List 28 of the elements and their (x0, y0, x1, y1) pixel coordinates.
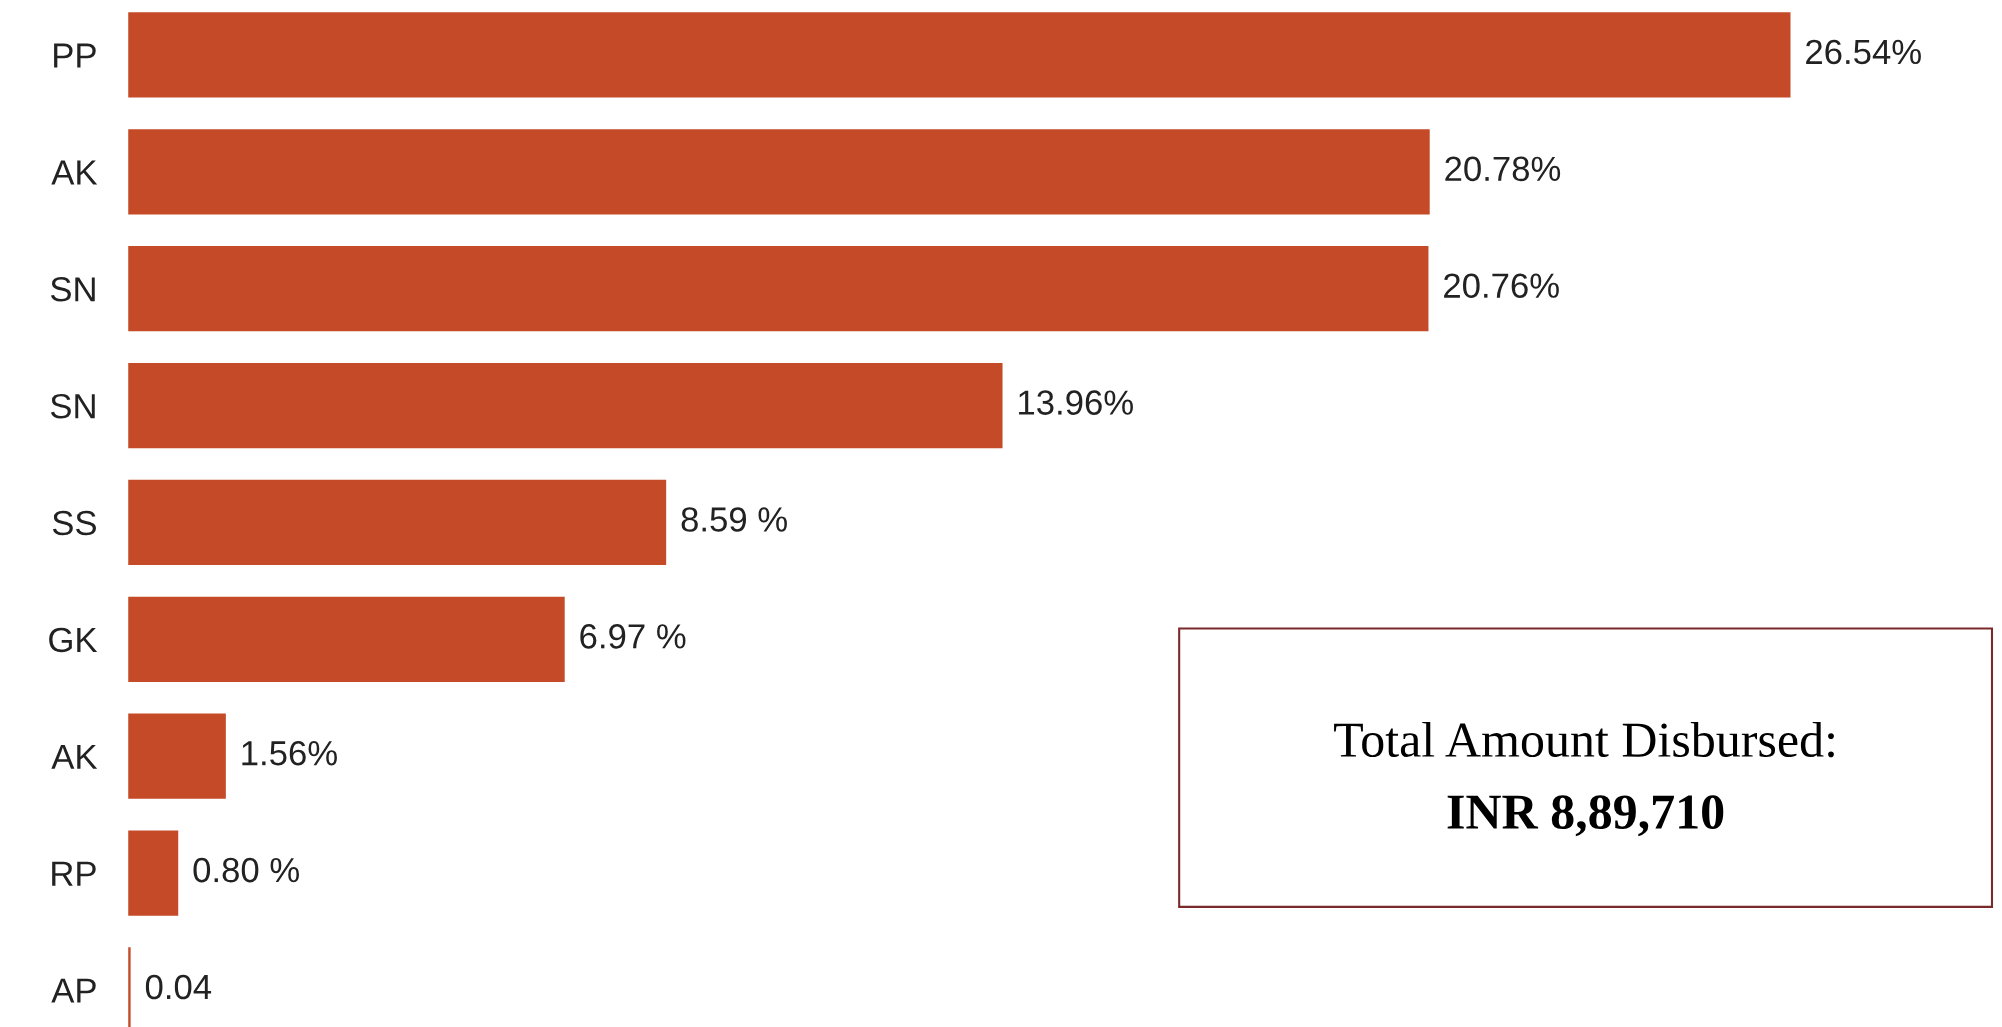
data-label: 26.54% (1806, 39, 1921, 65)
y-tick-label: SN (50, 393, 95, 419)
bar (128, 12, 1791, 98)
annotation: Total Amount Disbursed: (1334, 721, 1834, 758)
bar (128, 713, 226, 799)
bar (128, 596, 565, 682)
bar (128, 129, 1430, 215)
y-tick-label: PP (54, 43, 96, 68)
bar (128, 362, 1003, 449)
data-label: 20.78% (1445, 156, 1561, 182)
bar (128, 830, 179, 916)
data-label: 8.59 % (681, 507, 787, 532)
y-tick-label: AK (51, 160, 98, 185)
y-tick-label: AP (51, 978, 96, 1003)
y-tick-label: SN (50, 277, 95, 302)
y-tick-label: SS (52, 510, 96, 536)
data-label: 0.80 % (193, 857, 299, 883)
bar (128, 246, 1429, 332)
data-label: 20.76% (1444, 273, 1559, 298)
y-tick-label: RP (52, 861, 96, 886)
y-tick-label: GK (49, 627, 98, 653)
annotation: INR 8,89,710 (1447, 795, 1724, 837)
bar (128, 479, 667, 566)
y-tick-label: AK (51, 744, 98, 769)
data-label: 1.56% (242, 740, 337, 766)
data-label: 13.96% (1019, 390, 1133, 415)
data-label: 0.04 (145, 974, 212, 1000)
data-label: 6.97 % (580, 624, 686, 649)
